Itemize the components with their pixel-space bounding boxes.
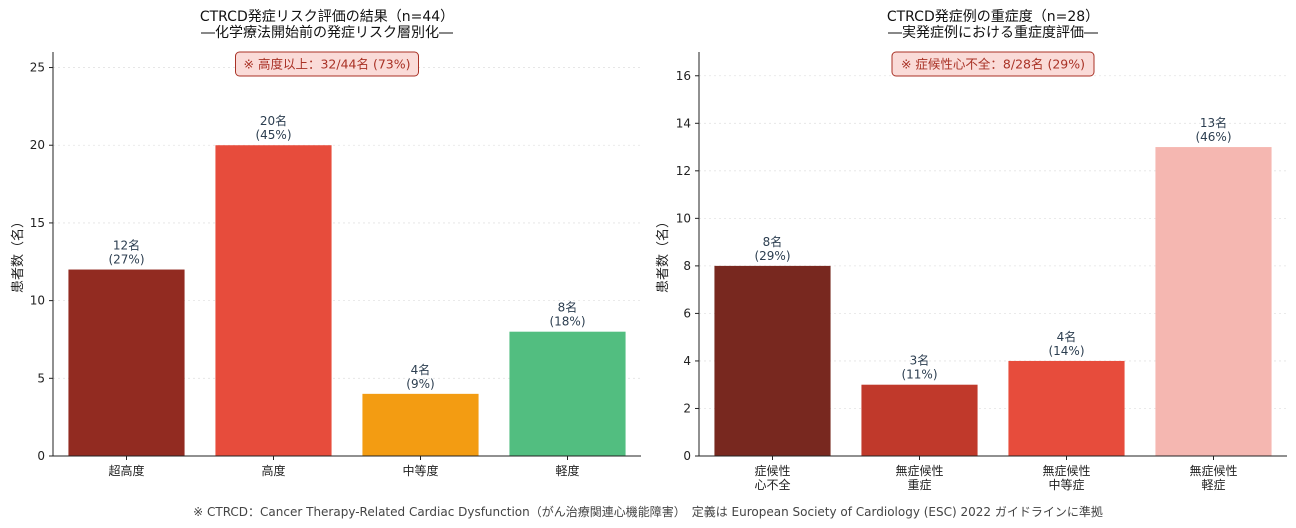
bar [714, 265, 831, 456]
annotation-badge [891, 51, 1095, 77]
y-tick-label: 8 [683, 259, 691, 273]
y-axis-title: 患者数（名） [655, 215, 671, 293]
data-label-count: 4名 [411, 362, 431, 377]
y-tick-label: 6 [683, 306, 691, 320]
y-tick-label: 0 [683, 449, 691, 463]
x-tick-label: 症候性 [754, 463, 790, 478]
data-label-percent: (27%) [108, 253, 144, 267]
y-tick-label: 12 [676, 164, 691, 178]
y-tick-label: 10 [30, 294, 45, 308]
x-tick-label: 中等症 [1048, 477, 1084, 492]
annotation-badge [235, 51, 419, 77]
x-tick-label: 軽症 [1201, 477, 1225, 492]
x-tick-label: 軽度 [555, 463, 579, 478]
chart-severity: CTRCD発症例の重症度（n=28）―実発症例における重症度評価― 0 2 4 6 8 10… [655, 9, 1287, 492]
data-label-count: 13名 [1200, 115, 1227, 130]
bar [68, 269, 185, 456]
data-label-count: 8名 [763, 234, 783, 249]
data-label-percent: (29%) [754, 249, 790, 263]
data-label-percent: (18%) [549, 315, 585, 329]
data-label-percent: (46%) [1195, 130, 1231, 144]
chart-title: CTRCD発症例の重症度（n=28） [887, 9, 1099, 25]
data-label-count: 8名 [558, 300, 578, 315]
data-label-percent: (14%) [1048, 344, 1084, 358]
data-label-count: 3名 [910, 353, 930, 368]
y-tick-label: 25 [30, 61, 45, 75]
annotation-text: ※ 高度以上：32/44名 (73%) [244, 57, 411, 72]
bar [215, 145, 332, 456]
y-tick-label: 16 [676, 69, 691, 83]
y-tick-label: 14 [676, 116, 691, 130]
data-label-count: 12名 [113, 238, 140, 253]
bar [362, 393, 479, 456]
chart-risk-assessment: CTRCD発症リスク評価の結果（n=44）―化学療法開始前の発症リスク層別化― 0… [10, 9, 641, 478]
bar [861, 384, 978, 456]
chart-subtitle: ―化学療法開始前の発症リスク層別化― [201, 24, 453, 41]
data-label-percent: (11%) [901, 368, 937, 382]
y-tick-label: 10 [676, 211, 691, 225]
x-tick-label: 無症候性 [895, 463, 943, 478]
data-label-percent: (9%) [406, 377, 434, 391]
y-axis-title: 患者数（名） [10, 215, 26, 293]
x-tick-label: 中等度 [402, 463, 438, 478]
chart-title: CTRCD発症リスク評価の結果（n=44） [200, 9, 454, 25]
x-tick-label: 重症 [907, 477, 931, 492]
footnote: ※ CTRCD：Cancer Therapy-Related Cardiac D… [193, 505, 1103, 519]
data-label-percent: (45%) [255, 128, 291, 142]
annotation-text: ※ 症候性心不全：8/28名 (29%) [901, 57, 1085, 72]
chart-subtitle: ―実発症例における重症度評価― [888, 25, 1098, 41]
data-label-count: 4名 [1057, 329, 1077, 344]
y-tick-label: 2 [683, 401, 691, 415]
x-tick-label: 無症候性 [1042, 463, 1090, 478]
x-tick-label: 高度 [261, 463, 285, 478]
bar [1008, 360, 1125, 456]
y-tick-label: 5 [37, 371, 45, 385]
data-label-count: 20名 [260, 113, 287, 128]
y-tick-label: 4 [683, 354, 691, 368]
bar [509, 331, 626, 456]
x-tick-label: 心不全 [754, 477, 790, 492]
y-tick-label: 20 [30, 138, 45, 152]
x-tick-label: 無症候性 [1189, 463, 1237, 478]
y-tick-label: 0 [37, 449, 45, 463]
bar [1155, 147, 1272, 456]
y-tick-label: 15 [30, 216, 45, 230]
x-tick-label: 超高度 [108, 463, 144, 478]
